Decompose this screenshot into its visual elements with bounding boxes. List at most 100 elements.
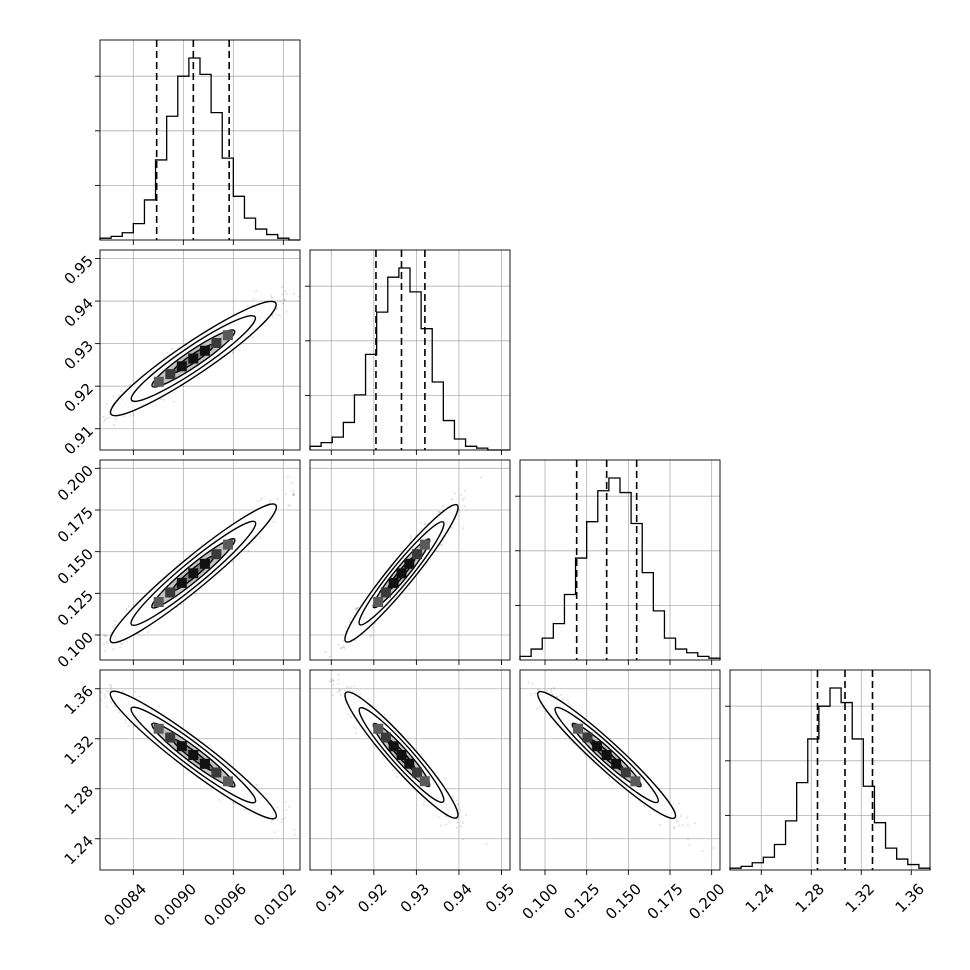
- scatter-point: [369, 635, 372, 638]
- scatter-point: [127, 725, 130, 727]
- scatter-point: [162, 398, 165, 401]
- scatter-point: [464, 489, 466, 492]
- density-cell: [396, 750, 407, 760]
- y-tick-label: 1.24: [61, 832, 97, 868]
- scatter-point: [675, 819, 678, 822]
- scatter-point: [410, 534, 413, 537]
- scatter-point: [461, 822, 464, 825]
- scatter-point: [121, 690, 124, 693]
- scatter-point: [137, 632, 140, 635]
- scatter-point: [687, 824, 689, 827]
- scatter-point: [278, 314, 281, 317]
- x-tick-label: 0.100: [519, 880, 562, 923]
- y-tick-label: 0.200: [54, 462, 97, 505]
- density-cell: [199, 558, 210, 569]
- panel-frame: [99, 459, 301, 661]
- density-cell: [153, 723, 164, 734]
- scatter-point: [677, 802, 680, 805]
- x-tick-label: 0.150: [602, 880, 645, 923]
- scatter-point: [340, 647, 343, 650]
- scatter-point: [125, 608, 128, 611]
- scatter-point: [463, 497, 466, 500]
- scatter-point: [95, 429, 97, 431]
- scatter-point: [94, 411, 96, 413]
- panel-frame: [729, 669, 931, 871]
- scatter-point: [355, 692, 358, 695]
- scatter-point: [503, 665, 505, 667]
- scatter-point: [436, 550, 439, 553]
- scatter-point: [291, 490, 294, 493]
- scatter-point: [293, 834, 296, 837]
- scatter-point: [97, 426, 99, 428]
- scatter-point: [283, 299, 286, 302]
- scatter-point: [342, 645, 345, 648]
- scatter-point: [451, 498, 453, 501]
- scatter-point: [108, 684, 111, 687]
- scatter-point: [104, 696, 107, 699]
- histogram-panel-1: [305, 249, 511, 455]
- scatter-point: [284, 290, 287, 293]
- scatter-point: [422, 804, 425, 806]
- scatter-point: [538, 688, 541, 691]
- scatter-point: [556, 695, 559, 698]
- x-tick-label: 1.28: [792, 880, 828, 916]
- scatter-point: [333, 666, 335, 668]
- scatter-point: [334, 666, 336, 668]
- x-tick-label: 0.125: [560, 880, 603, 923]
- scatter-point: [539, 705, 542, 708]
- density-cell: [211, 767, 222, 778]
- scatter-point: [231, 801, 234, 804]
- scatter-point: [259, 536, 262, 539]
- scatter-panel-3-1: 0.91 0.92 0.93 0.94 0.95: [309, 663, 518, 916]
- scatter-point: [332, 683, 335, 686]
- scatter-point: [170, 347, 173, 350]
- density-cell: [419, 539, 430, 550]
- scatter-point: [681, 824, 684, 827]
- scatter-point: [437, 510, 440, 513]
- scatter-point: [383, 713, 386, 716]
- x-tick-label: 1.36: [892, 880, 928, 916]
- scatter-point: [456, 826, 458, 829]
- scatter-point: [332, 694, 334, 697]
- scatter-point: [105, 635, 108, 638]
- scatter-point: [102, 415, 105, 418]
- x-tick-label: 1.24: [742, 880, 778, 916]
- scatter-point: [285, 310, 288, 313]
- scatter-point: [269, 499, 272, 502]
- scatter-point: [138, 695, 141, 698]
- scatter-point: [725, 872, 727, 874]
- y-tick-label: 0.125: [54, 587, 97, 630]
- scatter-point: [440, 824, 443, 827]
- scatter-panel-3-0: 1.24 1.28 1.32 1.36 0.0084 0.0090 0.0096 0.0102: [61, 669, 301, 930]
- scatter-point: [536, 689, 539, 692]
- scatter-point: [546, 689, 549, 692]
- scatter-point: [160, 398, 163, 401]
- scatter-point: [463, 505, 466, 508]
- scatter-point: [112, 648, 115, 650]
- scatter-point: [332, 679, 335, 682]
- scatter-point: [285, 808, 288, 811]
- scatter-point: [673, 826, 675, 829]
- scatter-point: [328, 680, 331, 683]
- density-cell: [188, 568, 199, 579]
- scatter-point: [265, 792, 268, 795]
- density-cell: [176, 741, 187, 752]
- scatter-point: [550, 688, 553, 691]
- scatter-point: [255, 784, 258, 786]
- scatter-point: [129, 722, 132, 724]
- scatter-point: [456, 804, 459, 806]
- scatter-point: [355, 732, 357, 734]
- scatter-point: [318, 663, 320, 665]
- scatter-point: [91, 663, 93, 665]
- scatter-point: [273, 831, 276, 834]
- scatter-point: [507, 668, 509, 670]
- scatter-point: [118, 711, 121, 714]
- scatter-point: [271, 315, 274, 318]
- scatter-point: [147, 631, 150, 634]
- scatter-point: [356, 608, 359, 611]
- scatter-point: [330, 678, 333, 681]
- histogram-step-2: [519, 477, 721, 660]
- scatter-point: [643, 805, 646, 807]
- scatter-point: [462, 838, 465, 841]
